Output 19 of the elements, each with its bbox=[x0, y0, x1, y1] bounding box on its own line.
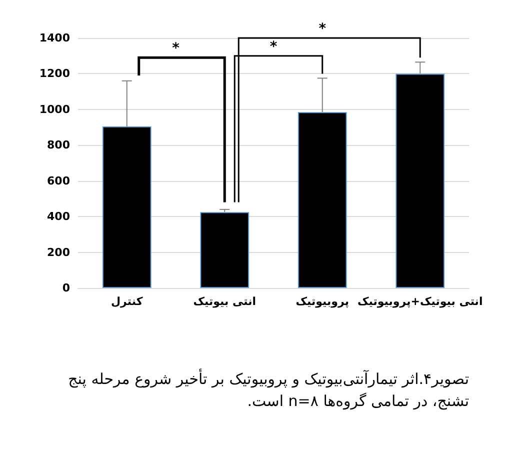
bar bbox=[396, 74, 445, 288]
annotation: * bbox=[270, 38, 278, 55]
y-tick-label: 200 bbox=[47, 246, 70, 259]
y-tick-label: 1000 bbox=[39, 102, 70, 116]
y-tick-label: 400 bbox=[47, 210, 70, 224]
x-tick-label: کنترل bbox=[110, 295, 144, 308]
x-tick-label: انتی بیوتیک+پروبیوتیک bbox=[358, 295, 483, 308]
y-tick-label: 800 bbox=[47, 138, 70, 152]
annotation: * bbox=[172, 40, 180, 57]
y-tick-label: 1400 bbox=[39, 32, 70, 44]
y-tick-label: 0 bbox=[62, 282, 70, 294]
y-tick-label: 600 bbox=[47, 174, 70, 188]
text: * bbox=[318, 21, 327, 37]
x-tick-label: پروبیوتیک bbox=[296, 295, 349, 308]
text: تصویر۴.اثر تیمارآنتی‌بیوتیک و پروبیوتیک بر تأخیر شروع مرحله پنج تشنج، در تمامی گروه‌ها n=۸ است. bbox=[67, 368, 470, 412]
y-tick-label: 1200 bbox=[39, 67, 70, 80]
x-tick-label: انتی بیوتیک bbox=[193, 295, 256, 308]
bar bbox=[200, 212, 250, 288]
bar bbox=[102, 126, 152, 288]
